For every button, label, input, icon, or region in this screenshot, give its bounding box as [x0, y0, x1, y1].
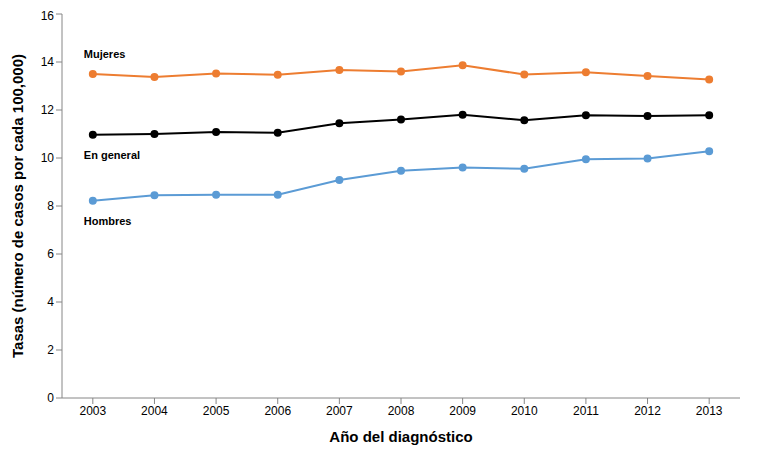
svg-text:6: 6 [47, 247, 54, 261]
svg-text:10: 10 [41, 151, 55, 165]
svg-text:En general: En general [84, 149, 140, 161]
svg-text:4: 4 [47, 295, 54, 309]
svg-text:14: 14 [41, 55, 55, 69]
svg-text:Año del diagnóstico: Año del diagnóstico [329, 428, 472, 445]
svg-text:2003: 2003 [79, 404, 106, 418]
svg-text:2005: 2005 [203, 404, 230, 418]
svg-text:2: 2 [47, 343, 54, 357]
svg-text:2008: 2008 [388, 404, 415, 418]
svg-text:2004: 2004 [141, 404, 168, 418]
svg-text:2012: 2012 [634, 404, 661, 418]
svg-text:2009: 2009 [449, 404, 476, 418]
svg-text:2010: 2010 [511, 404, 538, 418]
svg-text:2006: 2006 [264, 404, 291, 418]
svg-text:Hombres: Hombres [84, 215, 132, 227]
svg-text:2011: 2011 [573, 404, 599, 418]
svg-text:16: 16 [41, 9, 55, 23]
svg-text:2007: 2007 [326, 404, 353, 418]
svg-text:8: 8 [47, 199, 54, 213]
svg-text:0: 0 [47, 391, 54, 405]
svg-text:12: 12 [41, 103, 55, 117]
svg-text:Tasas (número de casos por cad: Tasas (número de casos por cada 100,000) [9, 54, 26, 358]
svg-text:2013: 2013 [696, 404, 723, 418]
svg-text:Mujeres: Mujeres [84, 48, 126, 60]
